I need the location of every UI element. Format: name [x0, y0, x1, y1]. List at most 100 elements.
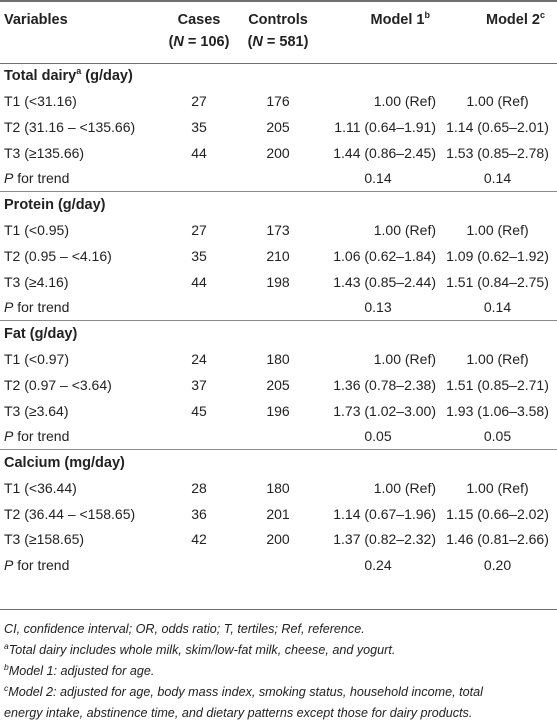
table-row: T2 (0.97 – <3.64) 37 205 1.36 (0.78–2.38) 1.… [0, 372, 557, 398]
controls-cell: 180 [266, 351, 290, 368]
group-header-row: Protein (g/day) [0, 190, 557, 218]
bottom-rule [0, 609, 557, 610]
tertile-label: T2 (31.16 – <135.66) [4, 118, 136, 135]
model2-cell: 1.00 (Ref) [466, 480, 529, 497]
trend-label: P for trend [4, 299, 70, 316]
model1-cell: 1.00 (Ref) [373, 480, 436, 497]
empty-cell [160, 294, 238, 320]
footnote-c: cModel 2: adjusted for age, body mass in… [4, 683, 483, 699]
col-header-cases: Cases (N = 106) [160, 3, 238, 63]
empty-cell [160, 552, 238, 578]
cases-cell: 24 [191, 351, 207, 368]
trend-row: P for trend 0.13 0.14 [0, 294, 557, 320]
tertile-label: T2 (36.44 – <158.65) [4, 505, 136, 522]
tertile-label: T3 (≥4.16) [4, 273, 69, 290]
cases-cell: 44 [191, 144, 207, 161]
table-row: T3 (≥4.16) 44 198 1.43 (0.85–2.44) 1.51 (0.8… [0, 269, 557, 295]
table-row: T2 (36.44 – <158.65) 36 201 1.14 (0.67–1.96… [0, 501, 557, 527]
trend-label: P for trend [4, 428, 70, 445]
group-title: Protein (g/day) [0, 190, 557, 218]
tertile-label: T3 (≥135.66) [4, 144, 85, 161]
controls-cell: 196 [266, 402, 290, 419]
model1-cell: 1.36 (0.78–2.38) [333, 376, 436, 393]
table-row: T1 (<31.16) 27 176 1.00 (Ref) 1.00 (Ref) [0, 89, 557, 115]
header-row: Variables Cases (N = 106) Controls (N = … [0, 3, 557, 63]
model1-cell: 1.00 (Ref) [373, 93, 436, 110]
trend-label: P for trend [4, 170, 70, 187]
group-header-row: Total dairya (g/day) [0, 63, 557, 89]
table-row: T3 (≥158.65) 42 200 1.37 (0.82–2.32) 1.46 (0… [0, 527, 557, 553]
empty-cell [160, 423, 238, 449]
model1-trend-cell: 0.13 [364, 299, 392, 316]
model2-cell: 1.51 (0.84–2.75) [446, 273, 549, 290]
empty-cell [238, 423, 318, 449]
table-row: T1 (<0.95) 27 173 1.00 (Ref) 1.00 (Ref) [0, 218, 557, 244]
footnote-a: aTotal dairy includes whole milk, skim/l… [4, 641, 396, 657]
model2-cell: 1.53 (0.85–2.78) [446, 144, 549, 161]
footnote-abbreviations: CI, confidence interval; OR, odds ratio;… [4, 622, 365, 636]
model1-cell: 1.00 (Ref) [373, 351, 436, 368]
controls-cell: 200 [266, 144, 290, 161]
model1-cell: 1.73 (1.02–3.00) [333, 402, 436, 419]
cases-n: (N = 106) [168, 34, 230, 50]
model2-cell: 1.00 (Ref) [466, 222, 529, 239]
cases-cell: 27 [191, 222, 207, 239]
controls-cell: 198 [266, 273, 290, 290]
header-rule [0, 63, 557, 64]
footnote-c-continued: energy intake, abstinence time, and diet… [4, 706, 473, 720]
model1-cell: 1.06 (0.62–1.84) [333, 247, 436, 264]
tertile-label: T3 (≥158.65) [4, 531, 85, 548]
controls-label: Controls [248, 12, 308, 28]
cases-cell: 45 [191, 402, 207, 419]
tertile-label: T2 (0.97 – <3.64) [4, 376, 112, 393]
footnote-b: bModel 1: adjusted for age. [4, 662, 155, 678]
group-title: Fat (g/day) [0, 319, 557, 347]
tertile-label: T2 (0.95 – <4.16) [4, 247, 112, 264]
tertile-label: T1 (<31.16) [4, 93, 77, 110]
table-row: T2 (0.95 – <4.16) 35 210 1.06 (0.62–1.84) 1.… [0, 243, 557, 269]
table-footnotes: CI, confidence interval; OR, odds ratio;… [4, 619, 554, 724]
model1-cell: 1.14 (0.67–1.96) [333, 505, 436, 522]
controls-cell: 176 [266, 93, 290, 110]
model2-trend-cell: 0.14 [483, 299, 512, 316]
model1-trend-cell: 0.24 [364, 557, 392, 574]
controls-cell: 180 [266, 480, 290, 497]
table-row: T2 (31.16 – <135.66) 35 205 1.11 (0.64–1.91… [0, 114, 557, 140]
model1-cell: 1.44 (0.86–2.45) [333, 144, 436, 161]
controls-cell: 200 [266, 531, 290, 548]
model2-trend-cell: 0.14 [483, 170, 512, 187]
table-row: T1 (<0.97) 24 180 1.00 (Ref) 1.00 (Ref) [0, 347, 557, 373]
model2-cell: 1.14 (0.65–2.01) [446, 118, 549, 135]
group-title: Calcium (mg/day) [0, 448, 557, 476]
empty-cell [238, 165, 318, 191]
empty-cell [238, 294, 318, 320]
controls-n: (N = 581) [247, 34, 309, 50]
tertile-label: T3 (≥3.64) [4, 402, 69, 419]
controls-cell: 205 [266, 118, 290, 135]
group-header-row: Fat (g/day) [0, 319, 557, 347]
col-header-model2: Model 2c [486, 10, 545, 29]
trend-label: P for trend [4, 557, 70, 574]
model2-cell: 1.00 (Ref) [466, 351, 529, 368]
trend-row: P for trend 0.24 0.20 [0, 552, 557, 578]
controls-cell: 210 [266, 247, 290, 264]
model1-cell: 1.00 (Ref) [373, 222, 436, 239]
model2-cell: 1.00 (Ref) [466, 93, 529, 110]
top-rule [0, 0, 557, 2]
cases-cell: 27 [191, 93, 207, 110]
model2-trend-cell: 0.05 [483, 428, 512, 445]
col-header-model1: Model 1b [370, 10, 430, 29]
empty-cell [160, 165, 238, 191]
trend-row: P for trend 0.14 0.14 [0, 165, 557, 191]
cases-cell: 28 [191, 480, 207, 497]
tertile-label: T1 (<0.95) [4, 222, 69, 239]
model1-trend-cell: 0.14 [364, 170, 392, 187]
table-row: T1 (<36.44) 28 180 1.00 (Ref) 1.00 (Ref) [0, 476, 557, 502]
model2-cell: 1.93 (1.06–3.58) [446, 402, 549, 419]
controls-cell: 205 [266, 376, 290, 393]
table-row: T3 (≥3.64) 45 196 1.73 (1.02–3.00) 1.93 (1.0… [0, 398, 557, 424]
model2-cell: 1.15 (0.66–2.02) [446, 505, 549, 522]
results-table: Variables Cases (N = 106) Controls (N = … [0, 3, 557, 578]
controls-cell: 173 [266, 222, 290, 239]
